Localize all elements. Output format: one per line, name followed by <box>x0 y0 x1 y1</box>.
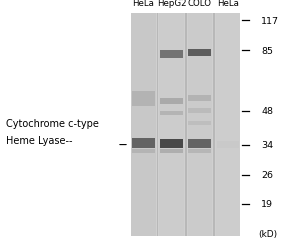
Bar <box>188 50 211 57</box>
Text: 19: 19 <box>261 199 273 208</box>
Bar <box>188 96 211 102</box>
Bar <box>157 14 158 236</box>
Bar <box>132 149 155 154</box>
Bar <box>188 109 211 114</box>
Bar <box>213 14 215 236</box>
Bar <box>160 112 183 116</box>
Text: 85: 85 <box>261 47 273 56</box>
Bar <box>188 14 212 236</box>
Bar <box>185 14 187 236</box>
Bar <box>159 14 184 236</box>
Text: HeLa: HeLa <box>217 0 239 8</box>
Bar <box>188 149 211 153</box>
Text: HepG2: HepG2 <box>157 0 186 8</box>
Bar <box>131 14 156 236</box>
Bar <box>130 14 240 236</box>
Bar <box>188 122 211 126</box>
Bar <box>188 139 211 148</box>
Bar <box>132 139 155 149</box>
Text: (kD): (kD) <box>258 229 277 238</box>
Bar <box>132 91 155 106</box>
Bar <box>217 142 239 148</box>
Bar <box>160 51 183 59</box>
Text: COLO: COLO <box>188 0 212 8</box>
Text: 48: 48 <box>261 107 273 116</box>
Text: Cytochrome c-type: Cytochrome c-type <box>6 119 99 129</box>
Bar <box>160 139 183 148</box>
Text: Heme Lyase--: Heme Lyase-- <box>6 135 73 145</box>
Text: 26: 26 <box>261 170 273 179</box>
Bar <box>160 149 183 154</box>
Bar <box>160 98 183 104</box>
Bar <box>216 14 240 236</box>
Text: 34: 34 <box>261 140 273 149</box>
Text: HeLa: HeLa <box>133 0 154 8</box>
Text: 117: 117 <box>261 17 279 26</box>
